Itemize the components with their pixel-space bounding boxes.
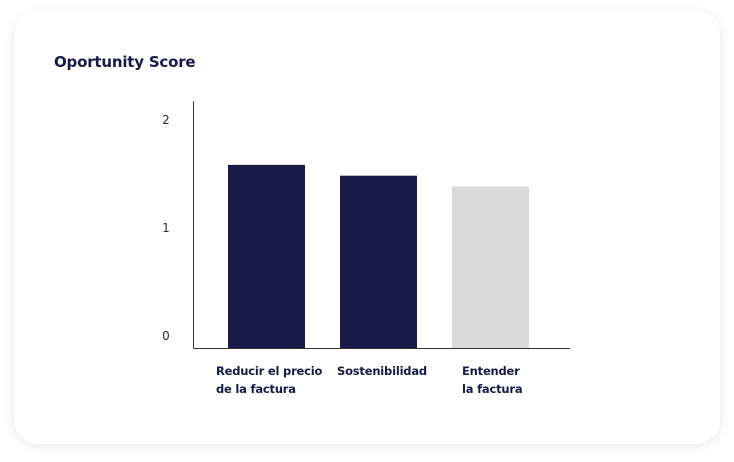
x-axis-ticks: Reducir el precio de la factura Sostenibil… bbox=[216, 364, 523, 396]
bars bbox=[228, 164, 529, 349]
x-tick-label: Reducir el precio de la factura bbox=[216, 364, 323, 396]
bar bbox=[228, 164, 305, 349]
y-tick-label: 0 bbox=[162, 329, 170, 343]
y-tick-label: 1 bbox=[162, 221, 170, 235]
x-tick-label: Sostenibilidad bbox=[337, 364, 427, 378]
x-tick-label: Entender la factura bbox=[462, 364, 522, 396]
y-axis-ticks: 0 1 2 bbox=[162, 113, 170, 343]
chart-title: Oportunity Score bbox=[54, 53, 196, 71]
bar bbox=[452, 186, 529, 349]
bar bbox=[340, 175, 417, 349]
y-tick-label: 2 bbox=[162, 113, 170, 127]
